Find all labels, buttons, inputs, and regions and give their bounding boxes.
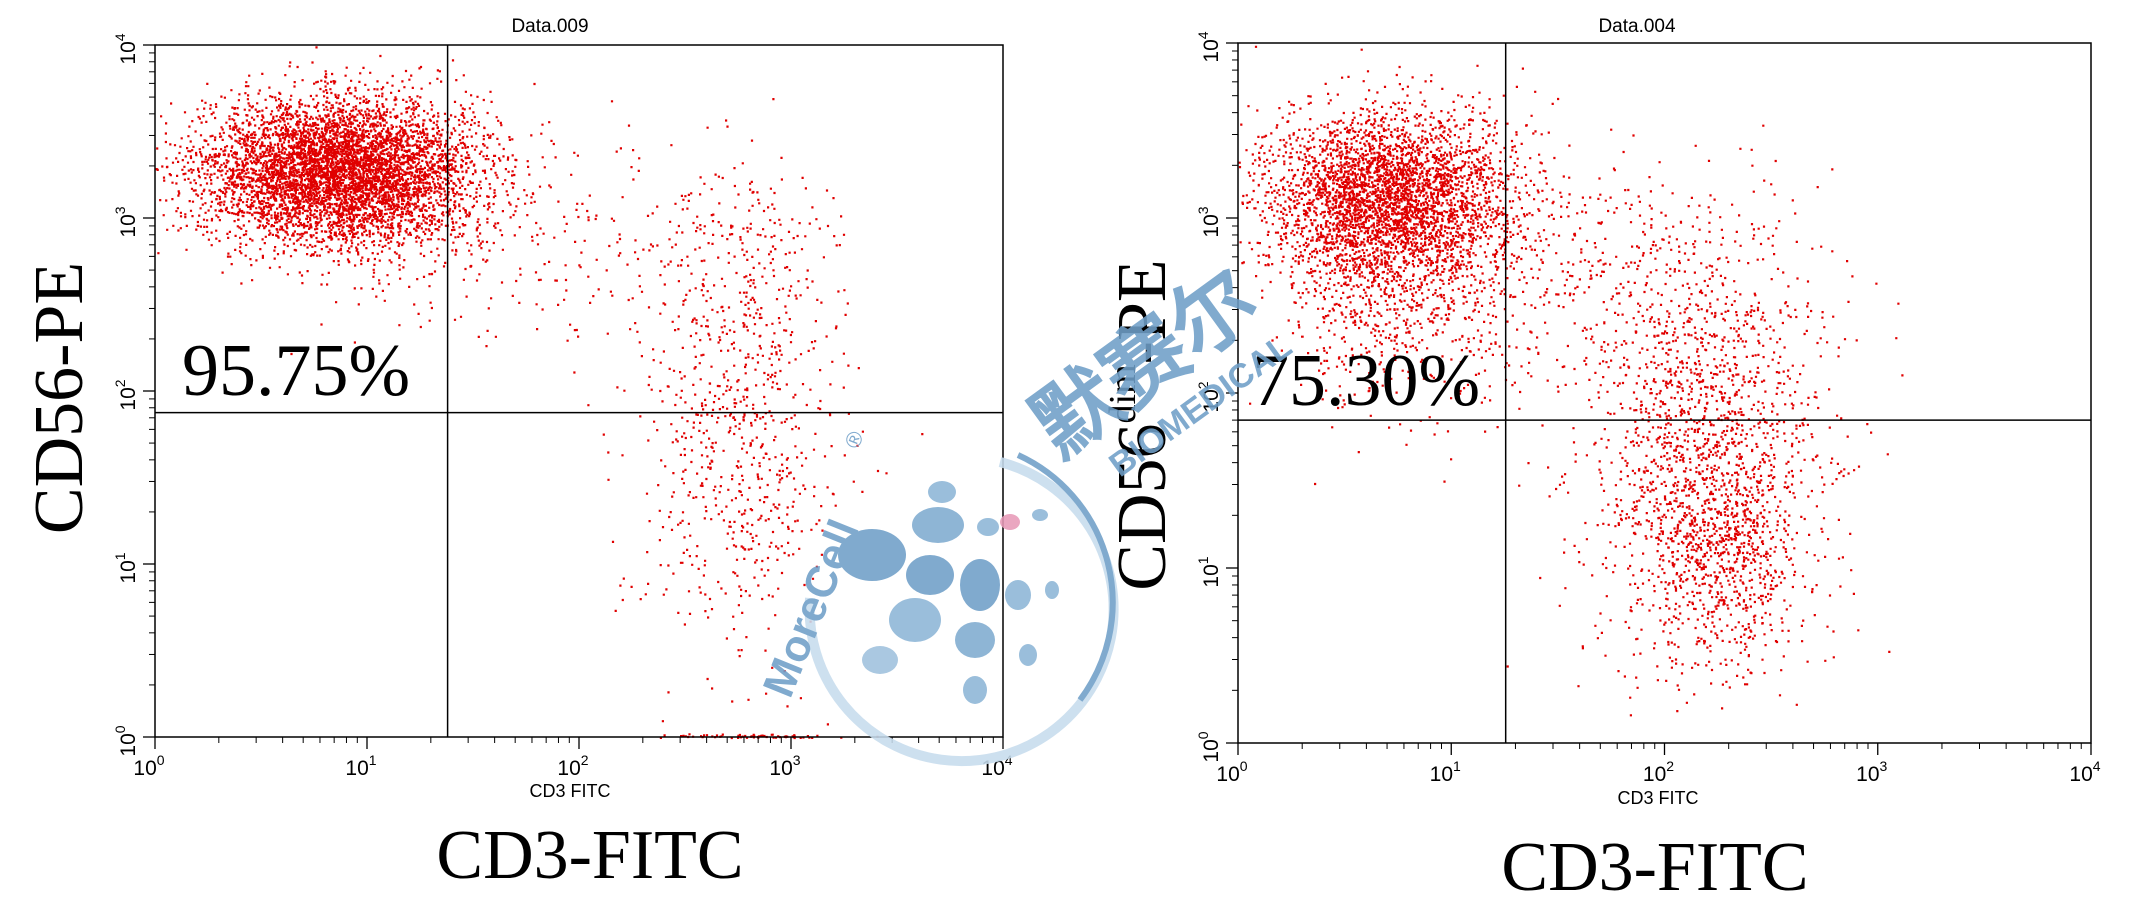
- x-tick-label: 100: [1216, 758, 1247, 786]
- y-axis-label-suffix: -PE: [1104, 259, 1181, 364]
- axis-ticks: 100 101 102 103 104 100 101 102 103 104: [1195, 31, 2101, 786]
- quadrant-percentage: 75.30%: [1252, 340, 1480, 422]
- y-tick-label: 103: [1195, 206, 1223, 237]
- quadrant-percentage: 95.75%: [182, 330, 410, 412]
- y-axis-label-main: CD56: [1104, 423, 1181, 590]
- y-tick-label: 101: [1195, 556, 1223, 587]
- plot-frame: [1237, 42, 2092, 744]
- flow-plot-data-009: Data.009 100 101 102 103 104100101102103104 …: [21, 16, 1013, 894]
- x-axis-label: CD3-FITC: [1501, 829, 1808, 906]
- plot-frame: [154, 44, 1004, 738]
- x-tick-label: 103: [769, 752, 800, 780]
- y-tick-label: 100: [112, 725, 140, 756]
- x-tick-label: 102: [1643, 758, 1674, 786]
- x-axis-inner-label: CD3 FITC: [530, 781, 611, 801]
- y-tick-label: 101: [112, 552, 140, 583]
- watermark-arc: [1016, 452, 1116, 702]
- x-tick-label: 101: [1430, 758, 1461, 786]
- x-tick-label: 102: [557, 752, 588, 780]
- y-axis-label: CD56-PE: [21, 262, 98, 534]
- x-tick-label: 104: [2069, 758, 2100, 786]
- y-tick-label: 100: [1195, 731, 1223, 762]
- x-tick-label: 101: [345, 752, 376, 780]
- y-tick-label: 103: [112, 206, 140, 237]
- flow-plot-data-004: Data.004 100 101 102 103 104100101102103104 …: [1102, 16, 2101, 906]
- plot-title: Data.009: [511, 16, 588, 37]
- y-tick-label: 102: [112, 379, 140, 410]
- x-tick-label: 103: [1856, 758, 1887, 786]
- x-tick-label: 100: [133, 752, 164, 780]
- y-tick-label: 102: [1195, 381, 1223, 412]
- plot-title: Data.004: [1598, 16, 1676, 37]
- watermark-dots: [838, 481, 1059, 704]
- watermark-circle: [804, 457, 1119, 767]
- x-axis-label: CD3-FITC: [436, 817, 743, 894]
- x-axis-inner-label: CD3 FITC: [1618, 788, 1699, 808]
- y-tick-label: 104: [112, 33, 140, 64]
- y-tick-label: 104: [1195, 31, 1223, 62]
- y-axis-label-superscript: dim: [1102, 364, 1144, 423]
- y-axis-label: CD56dim-PE: [1102, 259, 1181, 590]
